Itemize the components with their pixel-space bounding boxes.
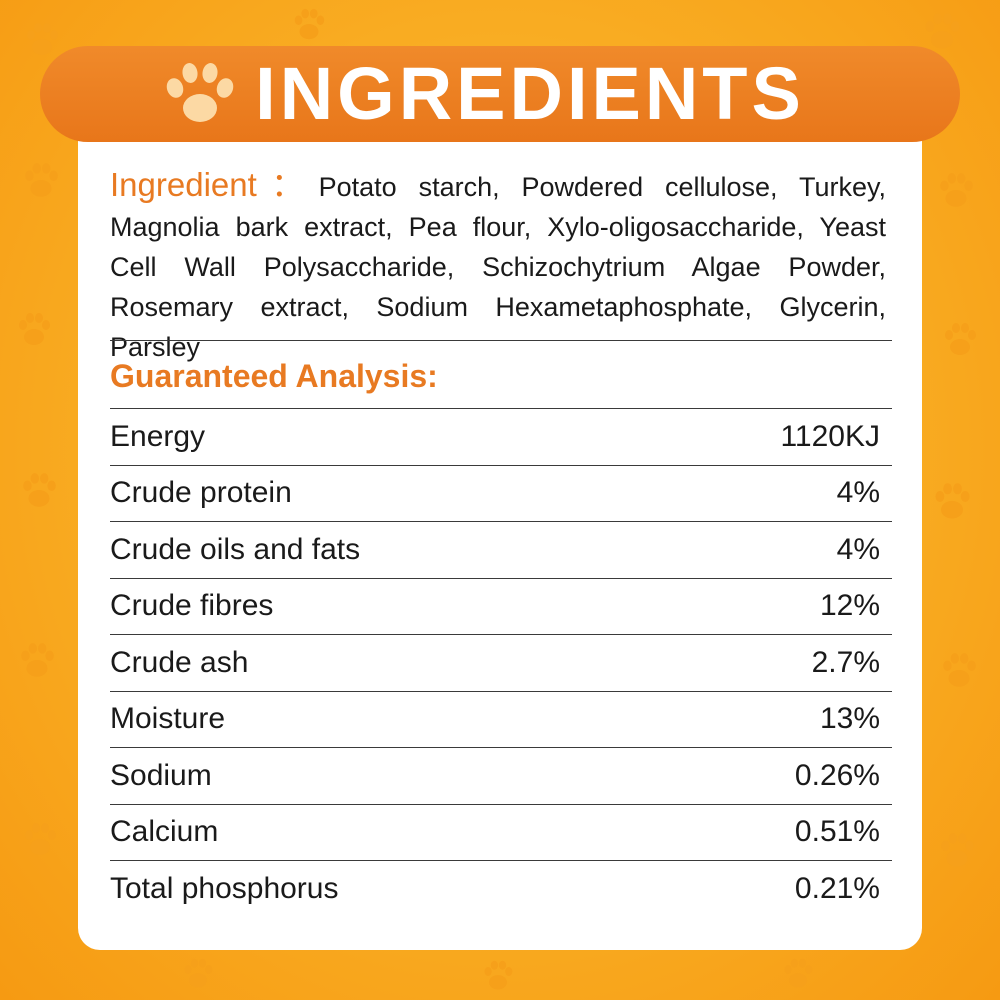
analysis-heading: Guaranteed Analysis: [110,358,438,394]
section-divider [110,340,892,341]
nutrient-value: 0.51% [794,815,880,849]
table-row: Crude oils and fats 4% [110,521,892,578]
paw-icon [23,473,56,507]
paw-icon [25,823,56,855]
ingredient-paragraph: Ingredient：Potato starch, Powdered cellu… [110,165,886,367]
nutrient-name: Energy [110,419,206,453]
nutrient-value: 13% [819,702,880,736]
table-row: Crude ash 2.7% [110,634,892,691]
paw-icon [484,960,513,990]
paw-icon [166,63,234,122]
paw-icon [941,833,974,867]
nutrient-name: Sodium [110,758,212,792]
paw-icon [19,313,50,345]
nutrient-value: 2.7% [811,645,880,679]
nutrient-value: 0.21% [794,871,880,905]
paw-icon [935,483,970,519]
nutrient-name: Calcium [110,815,219,849]
table-row: Calcium 0.51% [110,803,892,861]
paw-icon [945,323,976,355]
nutrient-name: Crude protein [110,476,292,510]
paw-icon [940,173,973,207]
nutrient-name: Total phosphorus [110,871,339,905]
title-banner: INGREDIENTS [40,46,960,142]
paw-icon [784,958,813,988]
nutrient-value: 1120KJ [780,419,880,453]
nutrient-value: 12% [819,589,880,623]
page-title: INGREDIENTS [255,52,805,135]
nutrient-name: Crude fibres [110,589,274,623]
nutrient-name: Crude ash [110,645,249,679]
paw-icon [294,8,325,40]
nutrient-value: 4% [836,532,880,566]
analysis-table: Energy 1120KJ Crude protein 4% Crude oil… [110,408,892,917]
table-row: Total phosphorus 0.21% [110,860,892,917]
paw-icon [184,958,213,988]
table-row: Sodium 0.26% [110,747,892,804]
table-row: Crude protein 4% [110,464,892,522]
paw-icon [21,643,54,677]
nutrient-name: Crude oils and fats [110,532,361,566]
nutrient-value: 4% [836,476,880,510]
table-row: Crude fibres 12% [110,577,892,635]
table-row: Moisture 13% [110,690,892,748]
content-card [78,60,922,950]
paw-icon [25,163,58,197]
ingredient-text: Potato starch, Powdered cellulose, Turke… [110,172,886,362]
paw-icon [27,23,58,55]
paw-icon [943,653,976,687]
nutrient-name: Moisture [110,702,226,736]
ingredient-label: Ingredient： [110,166,319,203]
table-row: Energy 1120KJ [110,408,892,465]
nutrient-value: 0.26% [794,758,880,792]
